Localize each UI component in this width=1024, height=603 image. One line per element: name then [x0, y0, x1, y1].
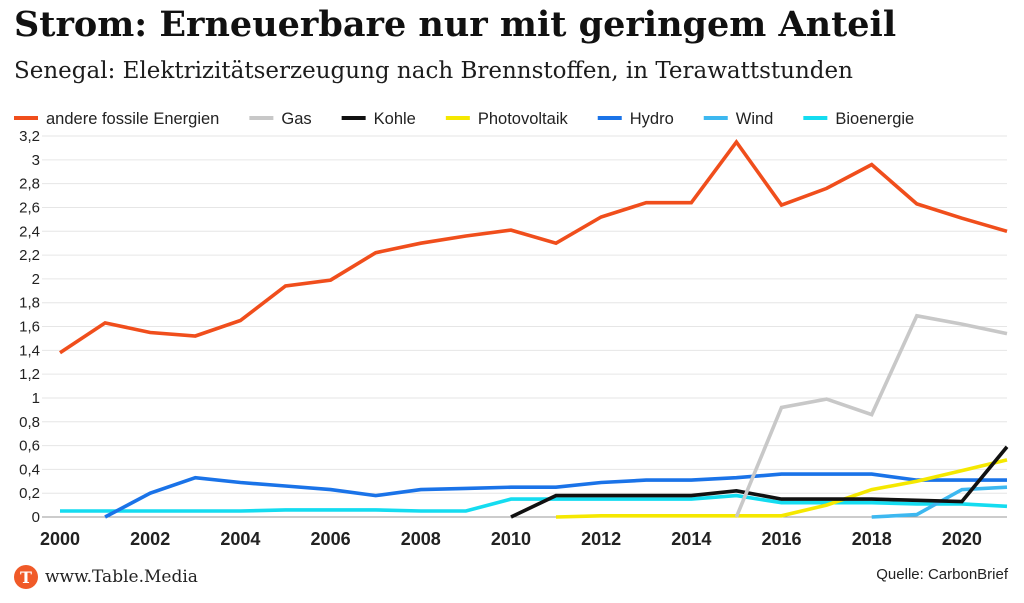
- y-tick-label: 0,8: [19, 414, 40, 431]
- y-tick-label: 2: [32, 271, 40, 288]
- legend-label: Hydro: [630, 110, 674, 128]
- y-tick-label: 0: [32, 509, 40, 526]
- x-tick-label: 2000: [40, 529, 80, 549]
- legend-label: Wind: [736, 110, 774, 128]
- x-tick-label: 2002: [130, 529, 170, 549]
- series-lines: [59, 138, 1009, 519]
- y-tick-label: 0,4: [19, 461, 40, 478]
- y-tick-label: 1,6: [19, 319, 40, 336]
- y-tick-label: 2,6: [19, 199, 40, 216]
- x-tick-label: 2006: [311, 529, 351, 549]
- y-tick-label: 0,2: [19, 485, 40, 502]
- x-tick-label: 2020: [942, 529, 982, 549]
- y-tick-label: 3: [32, 152, 40, 169]
- y-tick-label: 0,6: [19, 438, 40, 455]
- series-line-andere-fossile-energien: [59, 138, 1008, 355]
- y-axis-ticks: 0 0,2 0,4 0,6 0,8 1 1,2 1,4 1,6 1,8 2 2,2 2,4 2,6 2,8 3…: [19, 128, 40, 526]
- legend-item: Kohle: [341, 110, 416, 128]
- legend-item: Wind: [703, 110, 774, 128]
- legend-item: Photovoltaik: [445, 110, 569, 128]
- legend-item: Gas: [249, 110, 312, 128]
- legend: andere fossile Energien Gas Kohle Photovolt…: [14, 110, 914, 128]
- source-note: Quelle: CarbonBrief: [876, 566, 1008, 583]
- gridlines: [42, 135, 1007, 518]
- chart-subtitle: Senegal: Elektrizitätserzeugung nach Bre…: [14, 58, 853, 84]
- table-media-logo-icon: T: [14, 565, 38, 589]
- series-line-gas: [734, 313, 1008, 518]
- y-tick-label: 1,4: [19, 342, 40, 359]
- x-tick-label: 2014: [671, 529, 711, 549]
- x-tick-label: 2012: [581, 529, 621, 549]
- legend-label: Bioenergie: [835, 110, 914, 128]
- x-tick-label: 2004: [220, 529, 260, 549]
- series-line-bioenergie: [60, 493, 1008, 513]
- chart-title: Strom: Erneuerbare nur mit geringem Ante…: [14, 4, 897, 45]
- y-tick-label: 1,2: [19, 366, 40, 383]
- y-tick-label: 3,2: [19, 128, 40, 145]
- y-tick-label: 1,8: [19, 295, 40, 312]
- brand-link[interactable]: www.Table.Media: [45, 567, 198, 587]
- series-line-kohle: [510, 445, 1009, 519]
- x-tick-label: 2010: [491, 529, 531, 549]
- y-tick-label: 2,4: [19, 223, 40, 240]
- legend-label: andere fossile Energien: [46, 110, 219, 128]
- x-tick-label: 2016: [762, 529, 802, 549]
- y-tick-label: 1: [32, 390, 40, 407]
- y-tick-label: 2,8: [19, 176, 40, 193]
- x-tick-label: 2008: [401, 529, 441, 549]
- legend-item: andere fossile Energien: [14, 110, 219, 128]
- x-axis-ticks: 2000 2002 2004 2006 2008 2010 2012 2014 2016 2018…: [40, 529, 982, 549]
- legend-label: Gas: [281, 110, 311, 128]
- x-tick-label: 2018: [852, 529, 892, 549]
- legend-label: Photovoltaik: [478, 110, 569, 128]
- series-line-photovoltaik: [555, 458, 1008, 519]
- legend-label: Kohle: [374, 110, 416, 128]
- y-tick-label: 2,2: [19, 247, 40, 264]
- legend-item: Bioenergie: [803, 110, 914, 128]
- series-line-hydro: [104, 472, 1007, 519]
- brand-footer: T www.Table.Media: [14, 564, 198, 590]
- legend-item: Hydro: [597, 110, 674, 128]
